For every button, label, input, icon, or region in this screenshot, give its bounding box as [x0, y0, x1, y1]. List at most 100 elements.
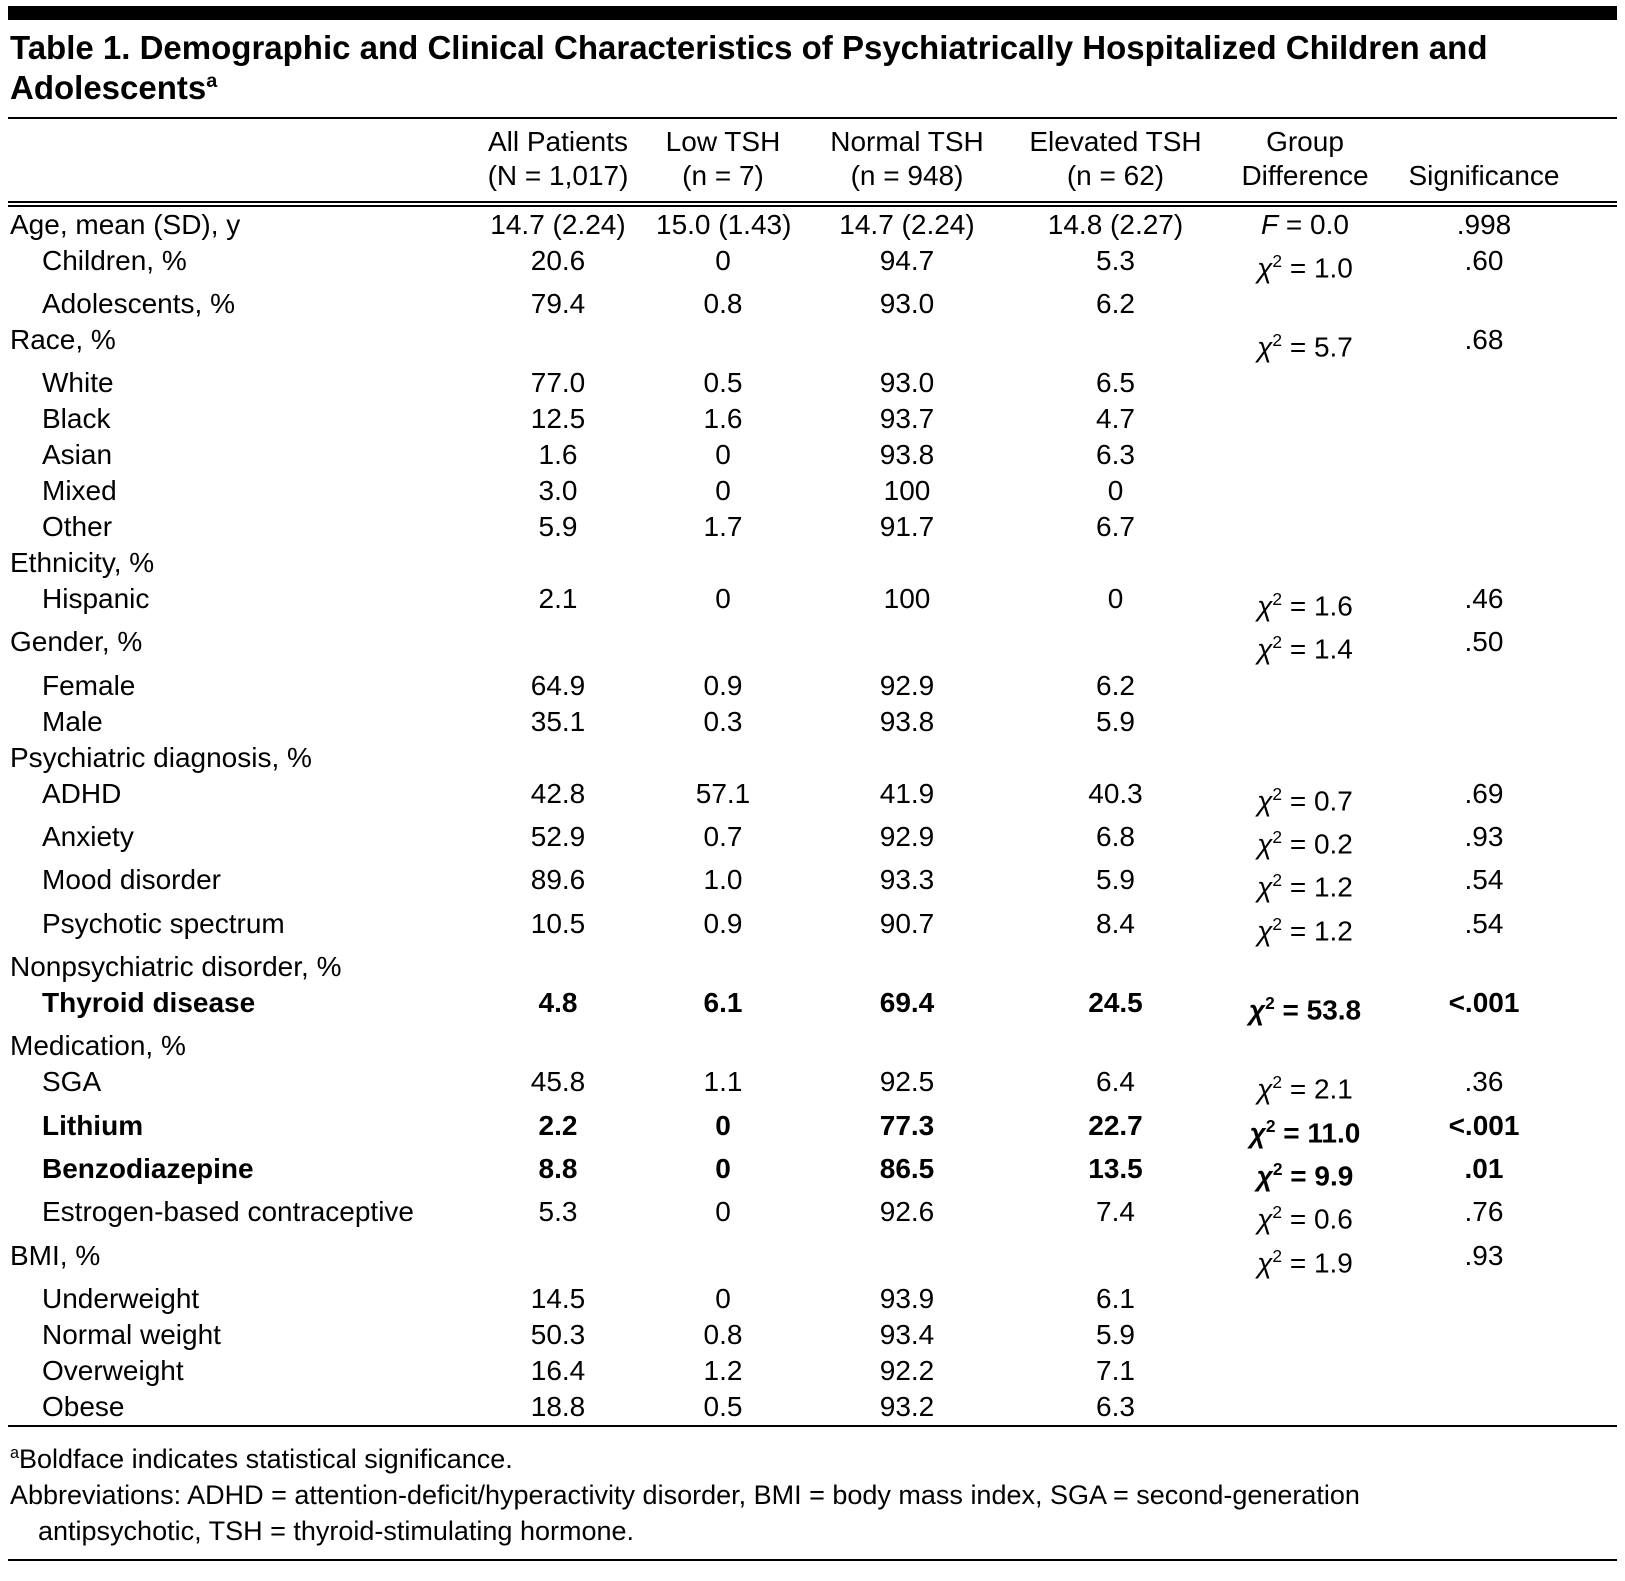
cell-elevated-tsh: 6.3 [1096, 439, 1135, 471]
table-row: Estrogen-based contraceptive 5.3 0 92.6 7.4 χ… [8, 1194, 1617, 1237]
cell-low-tsh: 1.0 [703, 864, 743, 896]
cell-all-patients: 52.9 [530, 821, 586, 853]
row-label: Mood disorder [42, 864, 221, 896]
cell-low-tsh: 0.8 [703, 1319, 743, 1351]
table-row: Children, % 20.6 0 94.7 5.3 χ2 = 1.0 .60 [8, 243, 1617, 286]
table-row: Psychotic spectrum 10.5 0.9 90.7 8.4 χ2 = 1.2… [8, 906, 1617, 949]
column-header-low-tsh: Low TSH (n = 7) [656, 117, 790, 207]
cell-elevated-tsh: 6.8 [1096, 821, 1135, 853]
cell-group-difference [1207, 1028, 1403, 1064]
cell-low-tsh: 0.8 [703, 287, 743, 319]
demographics-table: All Patients (N = 1,017) Low TSH (n = 7) Nor… [8, 116, 1617, 1426]
cell-significance: .998 [1456, 208, 1512, 240]
cell-elevated-tsh: 24.5 [1088, 987, 1143, 1019]
cell-all-patients: 1.6 [538, 439, 578, 471]
cell-all-patients: 20.6 [530, 244, 586, 276]
cell-significance [1403, 1317, 1617, 1353]
cell-significance: .93 [1464, 1239, 1504, 1271]
column-header-all-patients: All Patients (N = 1,017) [460, 117, 656, 207]
cell-group-difference [1207, 437, 1403, 473]
row-label: SGA [42, 1066, 102, 1098]
cell-low-tsh: 0.5 [703, 367, 743, 399]
cell-low-tsh [656, 949, 790, 985]
cell-elevated-tsh: 5.9 [1096, 705, 1135, 737]
cell-group-difference: χ2 = 5.7 [1257, 329, 1353, 363]
row-label: Benzodiazepine [42, 1153, 254, 1185]
table-body: Age, mean (SD), y 14.7 (2.24) 15.0 (1.43) 1… [8, 204, 1617, 1426]
row-label: ADHD [42, 777, 122, 809]
cell-group-difference [1207, 1389, 1403, 1425]
cell-low-tsh [656, 1238, 790, 1281]
table-row: Overweight 16.4 1.2 92.2 7.1 [8, 1353, 1617, 1389]
table-title-footnote-marker: a [206, 70, 218, 93]
cell-group-difference [1207, 473, 1403, 509]
row-label: Male [42, 705, 103, 737]
row-label: Adolescents, % [42, 287, 235, 319]
cell-normal-tsh: 93.2 [879, 1391, 935, 1423]
cell-all-patients: 3.0 [538, 475, 578, 507]
cell-elevated-tsh: 5.3 [1096, 244, 1135, 276]
cell-group-difference [1207, 668, 1403, 704]
cell-group-difference [1207, 545, 1403, 581]
cell-all-patients: 2.1 [538, 583, 578, 615]
cell-elevated-tsh: 6.1 [1096, 1283, 1135, 1315]
cell-normal-tsh [790, 624, 1024, 667]
cell-significance [1403, 473, 1617, 509]
cell-normal-tsh: 93.3 [879, 864, 935, 896]
cell-group-difference: χ2 = 1.0 [1257, 250, 1353, 283]
table-title-text: Table 1. Demographic and Clinical Charac… [10, 29, 1488, 107]
cell-group-difference: χ2 = 0.2 [1257, 827, 1353, 860]
cell-low-tsh: 1.2 [703, 1355, 743, 1387]
row-label: Age, mean (SD), y [10, 208, 241, 240]
cell-normal-tsh: 93.7 [879, 403, 935, 435]
table-row: Hispanic 2.1 0 100 0 χ2 = 1.6 .46 [8, 581, 1617, 624]
cell-significance [1403, 545, 1617, 581]
cell-significance: .50 [1464, 626, 1504, 658]
cell-elevated-tsh: 7.1 [1096, 1355, 1135, 1387]
row-label: Normal weight [42, 1319, 221, 1351]
row-label: Medication, % [10, 1030, 186, 1062]
top-rule [8, 6, 1617, 20]
cell-elevated-tsh [1024, 545, 1207, 581]
cell-low-tsh: 0 [715, 1283, 731, 1315]
cell-normal-tsh: 92.6 [879, 1196, 935, 1228]
row-label: Thyroid disease [42, 987, 256, 1019]
cell-elevated-tsh [1024, 949, 1207, 985]
cell-all-patients: 4.8 [538, 987, 578, 1019]
cell-group-difference: χ2 = 1.9 [1257, 1245, 1353, 1279]
cell-significance [1403, 1353, 1617, 1389]
cell-normal-tsh: 92.2 [879, 1355, 935, 1387]
cell-group-difference [1207, 365, 1403, 401]
column-header-normal-tsh: Normal TSH (n = 948) [790, 117, 1024, 207]
cell-elevated-tsh: 14.8 (2.27) [1047, 208, 1184, 240]
cell-all-patients: 14.5 [530, 1283, 586, 1315]
cell-normal-tsh: 93.0 [879, 287, 935, 319]
table-row: Gender, % χ2 = 1.4 .50 [8, 624, 1617, 667]
cell-normal-tsh: 93.9 [879, 1283, 935, 1315]
table-row: Nonpsychiatric disorder, % [8, 949, 1617, 985]
cell-group-difference [1207, 704, 1403, 740]
table-row: Medication, % [8, 1028, 1617, 1064]
cell-significance [1403, 509, 1617, 545]
cell-normal-tsh: 77.3 [879, 1109, 935, 1141]
cell-elevated-tsh: 6.4 [1096, 1066, 1135, 1098]
cell-all-patients: 8.8 [538, 1153, 578, 1185]
cell-normal-tsh: 14.7 (2.24) [839, 208, 975, 240]
table-row: Psychiatric diagnosis, % [8, 740, 1617, 776]
row-label: Obese [42, 1391, 125, 1423]
cell-elevated-tsh [1024, 322, 1207, 365]
cell-low-tsh [656, 624, 790, 667]
cell-elevated-tsh: 5.9 [1096, 864, 1135, 896]
cell-normal-tsh: 69.4 [879, 987, 935, 1019]
column-header-group: Group Difference [1207, 117, 1403, 207]
table-row: Female 64.9 0.9 92.9 6.2 [8, 668, 1617, 704]
table-row: Race, % χ2 = 5.7 .68 [8, 322, 1617, 365]
cell-normal-tsh [790, 545, 1024, 581]
cell-significance: .68 [1464, 323, 1504, 355]
cell-low-tsh: 0.9 [703, 907, 743, 939]
row-label: Children, % [42, 244, 187, 276]
cell-elevated-tsh: 0 [1107, 583, 1124, 615]
cell-all-patients [460, 1028, 656, 1064]
cell-group-difference: χ2 = 53.8 [1248, 993, 1362, 1026]
footnote-abbreviations: Abbreviations: ADHD = attention-deficit/… [10, 1480, 1360, 1547]
